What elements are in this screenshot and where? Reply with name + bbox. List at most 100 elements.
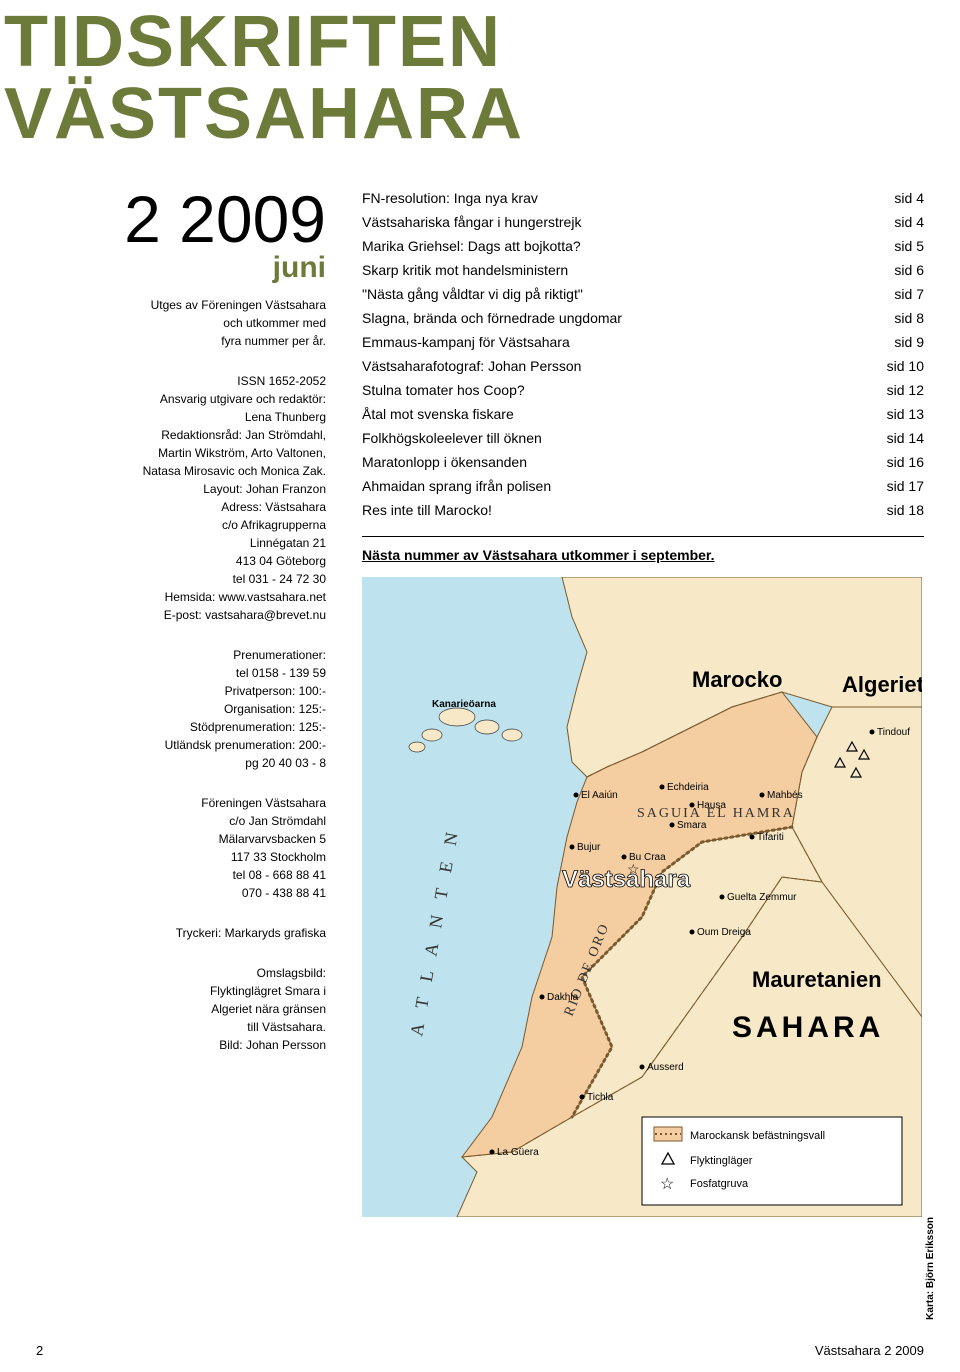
- text-line: Omslagsbild:: [36, 964, 326, 982]
- text-line: Lena Thunberg: [36, 408, 326, 426]
- svg-text:Tindouf: Tindouf: [877, 727, 910, 738]
- toc-title: Emmaus-kampanj för Västsahara: [362, 334, 570, 350]
- association-block: Föreningen Västsaharac/o Jan StrömdahlMä…: [36, 794, 326, 902]
- toc-title: Åtal mot svenska fiskare: [362, 406, 514, 422]
- svg-text:Oum Dreiga: Oum Dreiga: [697, 927, 751, 938]
- issue-number: 2 2009: [36, 190, 326, 249]
- text-line: Hemsida: www.vastsahara.net: [36, 588, 326, 606]
- text-line: Bild: Johan Persson: [36, 1036, 326, 1054]
- svg-text:Kanarieöarna: Kanarieöarna: [432, 699, 496, 710]
- toc-page: sid 9: [894, 334, 924, 350]
- masthead-title: TIDSKRIFTEN VÄSTSAHARA: [0, 0, 960, 160]
- table-of-contents: FN-resolution: Inga nya kravsid 4 Västsah…: [362, 190, 924, 518]
- svg-text:Hausa: Hausa: [697, 800, 726, 811]
- toc-page: sid 14: [887, 430, 924, 446]
- svg-text:Marockansk befästningsvall: Marockansk befästningsvall: [690, 1130, 825, 1142]
- page-number: 2: [36, 1343, 43, 1358]
- svg-text:SAHARA: SAHARA: [732, 1011, 884, 1044]
- svg-text:Tifariti: Tifariti: [757, 832, 784, 843]
- text-line: Redaktionsråd: Jan Strömdahl,: [36, 426, 326, 444]
- svg-text:El Aaiún: El Aaiún: [581, 790, 618, 801]
- svg-text:Algeriet: Algeriet: [842, 672, 922, 697]
- toc-title: "Nästa gång våldtar vi dig på riktigt": [362, 286, 583, 302]
- text-line: pg 20 40 03 - 8: [36, 754, 326, 772]
- text-line: Flyktinglägret Smara i: [36, 982, 326, 1000]
- svg-text:Smara: Smara: [677, 820, 707, 831]
- text-line: Utländsk prenumeration: 200:-: [36, 736, 326, 754]
- text-line: Tryckeri: Markaryds grafiska: [36, 924, 326, 942]
- toc-row: Stulna tomater hos Coop?sid 12: [362, 382, 924, 398]
- text-line: 070 - 438 88 41: [36, 884, 326, 902]
- svg-text:☆: ☆: [660, 1176, 674, 1193]
- toc-row: Emmaus-kampanj för Västsahara sid 9: [362, 334, 924, 350]
- svg-text:Flyktingläger: Flyktingläger: [690, 1155, 753, 1167]
- toc-page: sid 10: [887, 358, 924, 374]
- toc-row: Slagna, brända och förnedrade ungdomarsi…: [362, 310, 924, 326]
- text-line: Mälarvarvsbacken 5: [36, 830, 326, 848]
- text-line: fyra nummer per år.: [36, 332, 326, 350]
- toc-page: sid 13: [887, 406, 924, 422]
- toc-page: sid 18: [887, 502, 924, 518]
- text-line: Martin Wikström, Arto Valtonen,: [36, 444, 326, 462]
- text-line: tel 08 - 668 88 41: [36, 866, 326, 884]
- toc-title: Maratonlopp i ökensanden: [362, 454, 527, 470]
- text-line: 117 33 Stockholm: [36, 848, 326, 866]
- toc-title: Marika Griehsel: Dags att bojkotta?: [362, 238, 581, 254]
- text-line: Organisation: 125:-: [36, 700, 326, 718]
- svg-text:Bujur: Bujur: [577, 842, 601, 853]
- text-line: ISSN 1652-2052: [36, 372, 326, 390]
- map-credit: Karta: Björn Eriksson: [925, 1217, 936, 1320]
- svg-text:Dakhla: Dakhla: [547, 992, 579, 1003]
- toc-row: Folkhögskoleelever till öknen sid 14: [362, 430, 924, 446]
- toc-row: Ahmaidan sprang ifrån polisensid 17: [362, 478, 924, 494]
- toc-row: Åtal mot svenska fiskare sid 13: [362, 406, 924, 422]
- map-svg: A T L A N T E NKanarieöarnaMarockoAlgeri…: [362, 577, 922, 1217]
- toc-title: Skarp kritik mot handelsministern: [362, 262, 568, 278]
- toc-title: Västsaharafotograf: Johan Persson: [362, 358, 581, 374]
- toc-page: sid 7: [894, 286, 924, 302]
- text-line: c/o Afrikagrupperna: [36, 516, 326, 534]
- toc-row: Res inte till Marocko!sid 18: [362, 502, 924, 518]
- right-column: FN-resolution: Inga nya kravsid 4 Västsah…: [362, 190, 924, 1217]
- text-line: Prenumerationer:: [36, 646, 326, 664]
- text-line: Natasa Mirosavic och Monica Zak.: [36, 462, 326, 480]
- text-line: till Västsahara.: [36, 1018, 326, 1036]
- text-line: tel 0158 - 139 59: [36, 664, 326, 682]
- svg-text:☆: ☆: [627, 861, 640, 877]
- text-line: Föreningen Västsahara: [36, 794, 326, 812]
- page-footer: 2 Västsahara 2 2009: [36, 1343, 924, 1358]
- toc-page: sid 16: [887, 454, 924, 470]
- toc-row: Marika Griehsel: Dags att bojkotta?sid 5: [362, 238, 924, 254]
- text-line: 413 04 Göteborg: [36, 552, 326, 570]
- printer-block: Tryckeri: Markaryds grafiska: [36, 924, 326, 942]
- text-line: Privatperson: 100:-: [36, 682, 326, 700]
- text-line: Linnégatan 21: [36, 534, 326, 552]
- text-line: c/o Jan Strömdahl: [36, 812, 326, 830]
- svg-text:Ausserd: Ausserd: [647, 1062, 684, 1073]
- toc-title: Folkhögskoleelever till öknen: [362, 430, 542, 446]
- toc-row: Västsahariska fångar i hungerstrejk sid 4: [362, 214, 924, 230]
- text-line: Algeriet nära gränsen: [36, 1000, 326, 1018]
- toc-page: sid 4: [894, 190, 924, 206]
- text-line: E-post: vastsahara@brevet.nu: [36, 606, 326, 624]
- toc-row: "Nästa gång våldtar vi dig på riktigt" si…: [362, 286, 924, 302]
- svg-text:Echdeiria: Echdeiria: [667, 782, 709, 793]
- toc-row: FN-resolution: Inga nya kravsid 4: [362, 190, 924, 206]
- content-area: 2 2009 juni Utges av Föreningen Västsaha…: [0, 160, 960, 1217]
- left-column: 2 2009 juni Utges av Föreningen Västsaha…: [36, 190, 326, 1217]
- text-line: och utkommer med: [36, 314, 326, 332]
- impressum-block: ISSN 1652-2052Ansvarig utgivare och reda…: [36, 372, 326, 624]
- issue-reference: Västsahara 2 2009: [815, 1343, 924, 1358]
- text-line: Layout: Johan Franzon: [36, 480, 326, 498]
- toc-title: Västsahariska fångar i hungerstrejk: [362, 214, 581, 230]
- text-line: Stödprenumeration: 125:-: [36, 718, 326, 736]
- publisher-block: Utges av Föreningen Västsaharaoch utkomm…: [36, 296, 326, 350]
- divider: [362, 536, 924, 537]
- toc-title: Stulna tomater hos Coop?: [362, 382, 525, 398]
- toc-page: sid 4: [894, 214, 924, 230]
- toc-title: Ahmaidan sprang ifrån polisen: [362, 478, 551, 494]
- text-line: Adress: Västsahara: [36, 498, 326, 516]
- toc-title: Slagna, brända och förnedrade ungdomar: [362, 310, 622, 326]
- toc-row: Maratonlopp i ökensanden sid 16: [362, 454, 924, 470]
- next-issue-note: Nästa nummer av Västsahara utkommer i se…: [362, 547, 924, 563]
